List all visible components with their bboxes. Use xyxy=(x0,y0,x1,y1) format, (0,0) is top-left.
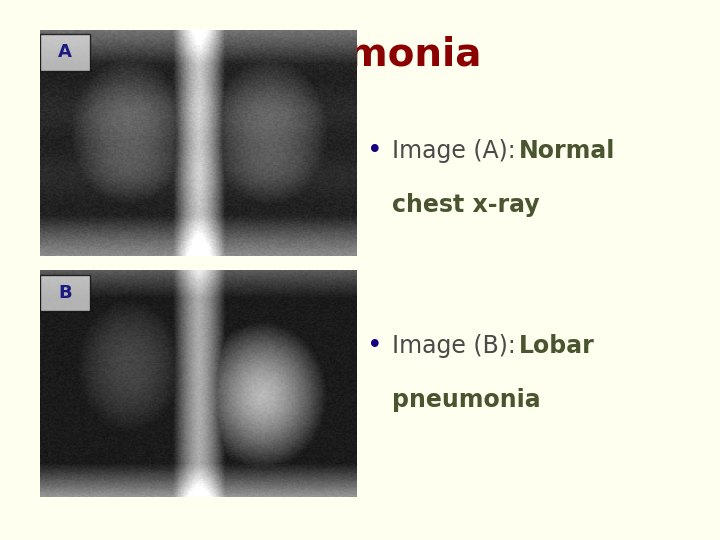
Text: •: • xyxy=(367,333,383,359)
Text: Lobar: Lobar xyxy=(518,334,594,357)
Text: Image (B):: Image (B): xyxy=(392,334,523,357)
Text: Pneumonia: Pneumonia xyxy=(238,35,482,73)
Text: Image (A):: Image (A): xyxy=(392,139,523,163)
Text: •: • xyxy=(367,138,383,164)
Text: B: B xyxy=(58,284,72,302)
Text: chest x-ray: chest x-ray xyxy=(392,193,540,217)
FancyBboxPatch shape xyxy=(40,274,90,311)
Text: Normal: Normal xyxy=(518,139,615,163)
FancyBboxPatch shape xyxy=(40,34,90,71)
Text: A: A xyxy=(58,43,72,62)
Text: pneumonia: pneumonia xyxy=(392,388,541,411)
